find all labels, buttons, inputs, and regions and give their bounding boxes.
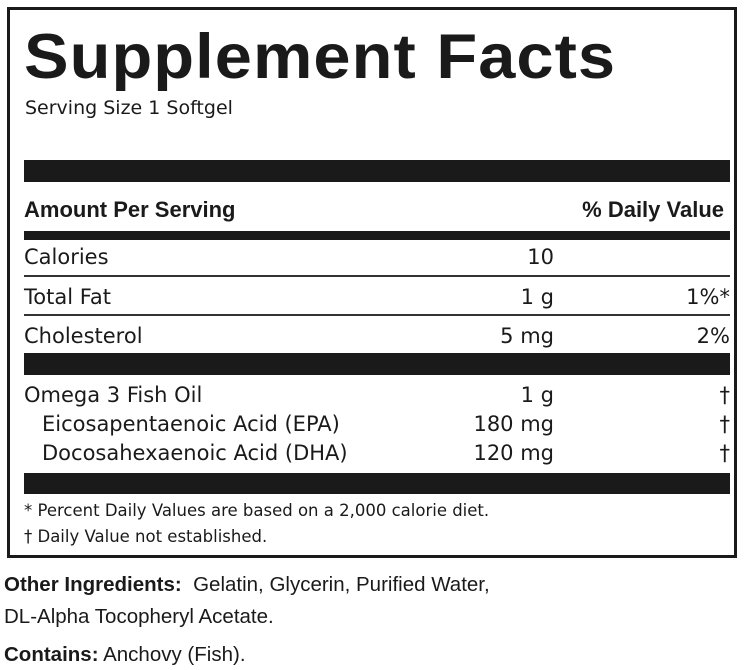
footnote-dagger: † Daily Value not established.: [24, 527, 268, 546]
nutrient-name: Eicosapentaenoic Acid (EPA): [42, 412, 340, 436]
nutrient-amount: 1 g: [520, 383, 554, 407]
serving-size: Serving Size 1 Softgel: [25, 97, 233, 119]
nutrient-amount: 10: [527, 245, 554, 269]
contains-text: Anchovy (Fish).: [103, 643, 246, 666]
nutrient-daily-value: †: [719, 412, 731, 436]
contains-statement: Contains: Anchovy (Fish).: [4, 640, 246, 670]
nutrient-row-dha: Docosahexaenoic Acid (DHA) 120 mg †: [24, 439, 730, 467]
other-ingredients-continued: DL-Alpha Tocopheryl Acetate.: [4, 602, 274, 632]
nutrient-row-cholesterol: Cholesterol 5 mg 2%: [24, 321, 730, 351]
nutrient-row-calories: Calories 10: [24, 242, 730, 272]
thick-divider: [24, 353, 730, 375]
nutrient-row-epa: Eicosapentaenoic Acid (EPA) 180 mg †: [24, 410, 730, 438]
other-ingredients-line1: Gelatin, Glycerin, Purified Water,: [193, 573, 490, 596]
nutrient-row-total-fat: Total Fat 1 g 1%*: [24, 282, 730, 312]
thick-divider: [24, 160, 730, 182]
row-divider: [24, 275, 730, 277]
contains-label: Contains:: [4, 643, 99, 666]
other-ingredients-label: Other Ingredients:: [4, 573, 182, 596]
nutrient-amount: 180 mg: [473, 412, 554, 436]
other-ingredients-line2: DL-Alpha Tocopheryl Acetate.: [4, 605, 274, 628]
footnote-percent-daily: * Percent Daily Values are based on a 2,…: [24, 501, 490, 520]
nutrient-name: Total Fat: [24, 285, 111, 309]
nutrient-daily-value: †: [719, 441, 731, 465]
daily-value-heading: % Daily Value: [582, 197, 724, 222]
nutrient-amount: 1 g: [520, 285, 554, 309]
nutrient-daily-value: 1%*: [686, 285, 730, 309]
nutrient-name: Omega 3 Fish Oil: [24, 383, 203, 407]
panel-title: Supplement Facts: [24, 22, 617, 92]
thick-divider: [24, 473, 730, 494]
nutrient-row-omega3: Omega 3 Fish Oil 1 g †: [24, 381, 730, 409]
nutrient-amount: 120 mg: [473, 441, 554, 465]
amount-per-serving-heading: Amount Per Serving: [24, 197, 236, 222]
medium-divider: [24, 231, 730, 240]
nutrient-name: Docosahexaenoic Acid (DHA): [42, 441, 348, 465]
nutrient-name: Calories: [24, 245, 109, 269]
nutrient-amount: 5 mg: [500, 324, 554, 348]
supplement-facts-panel: Supplement Facts Serving Size 1 Softgel …: [7, 7, 737, 558]
nutrient-daily-value: 2%: [696, 324, 730, 348]
nutrient-name: Cholesterol: [24, 324, 143, 348]
nutrient-daily-value: †: [719, 383, 731, 407]
row-divider: [24, 314, 730, 316]
other-ingredients: Other Ingredients: Gelatin, Glycerin, Pu…: [4, 570, 490, 600]
